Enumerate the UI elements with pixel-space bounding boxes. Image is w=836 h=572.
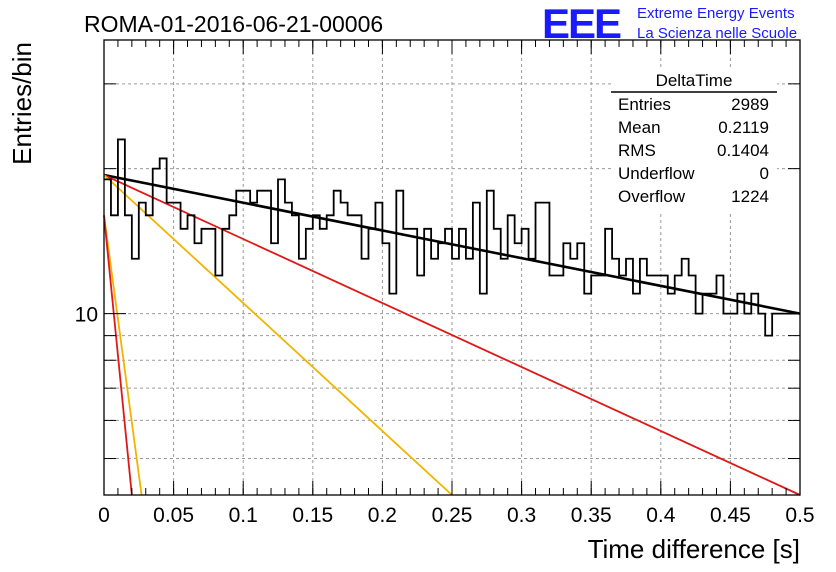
plot-frame: [103, 39, 801, 496]
logo-line1: Extreme Energy Events: [637, 5, 795, 22]
stats-value: 0: [760, 164, 769, 183]
fit-curve: [103, 174, 453, 496]
stats-label: Entries: [618, 95, 671, 114]
eee-logo-mark: EEE: [542, 0, 621, 47]
stats-value: 0.2119: [718, 118, 769, 137]
fit-curve: [103, 215, 143, 496]
x-tick-label: 0.4: [646, 504, 676, 527]
fit-curve: [103, 174, 801, 496]
histogram: [104, 138, 800, 337]
histogram-outline: [104, 138, 800, 337]
chart-title: ROMA-01-2016-06-21-00006: [84, 11, 383, 37]
eee-logo: EEE Extreme Energy Events La Scienza nel…: [542, 0, 797, 47]
stats-label: Underflow: [618, 164, 695, 183]
stats-label: RMS: [618, 141, 656, 160]
stats-value: 2989: [731, 95, 769, 114]
x-tick-label: 0.45: [710, 504, 751, 527]
x-tick-label: 0.25: [432, 504, 473, 527]
x-tick-label: 0.3: [507, 504, 536, 527]
tick-labels: 0 0.05 0.1 0.15 0.2 0.25 0.3 0.35 0.4 0.45 0.5 10: [75, 304, 815, 527]
stats-label: Mean: [618, 118, 661, 137]
stats-rows: Entries 2989 Mean 0.2119 RMS 0.1404 Underflow 0…: [618, 95, 769, 206]
logo-line2: La Scienza nelle Scuole: [637, 25, 797, 42]
x-tick-label: 0: [98, 504, 110, 527]
x-tick-label: 0.1: [229, 504, 258, 527]
y-axis-label: Entries/bin: [7, 42, 37, 165]
y-tick-label: 10: [75, 304, 98, 327]
x-tick-label: 0.15: [292, 504, 333, 527]
x-tick-label: 0.5: [785, 504, 814, 527]
grid-lines: [104, 40, 800, 495]
x-tick-label: 0.05: [153, 504, 194, 527]
stats-box-title: DeltaTime: [656, 71, 733, 90]
x-tick-label: 0.35: [571, 504, 612, 527]
x-tick-label: 0.2: [368, 504, 397, 527]
stats-value: 1224: [731, 187, 769, 206]
x-axis-label: Time difference [s]: [588, 534, 800, 564]
stats-label: Overflow: [618, 187, 686, 206]
stats-box: DeltaTime Entries 2989 Mean 0.2119 RMS 0.1404…: [611, 68, 777, 212]
fit-curve: [103, 215, 133, 496]
stats-value: 0.1404: [717, 141, 769, 160]
